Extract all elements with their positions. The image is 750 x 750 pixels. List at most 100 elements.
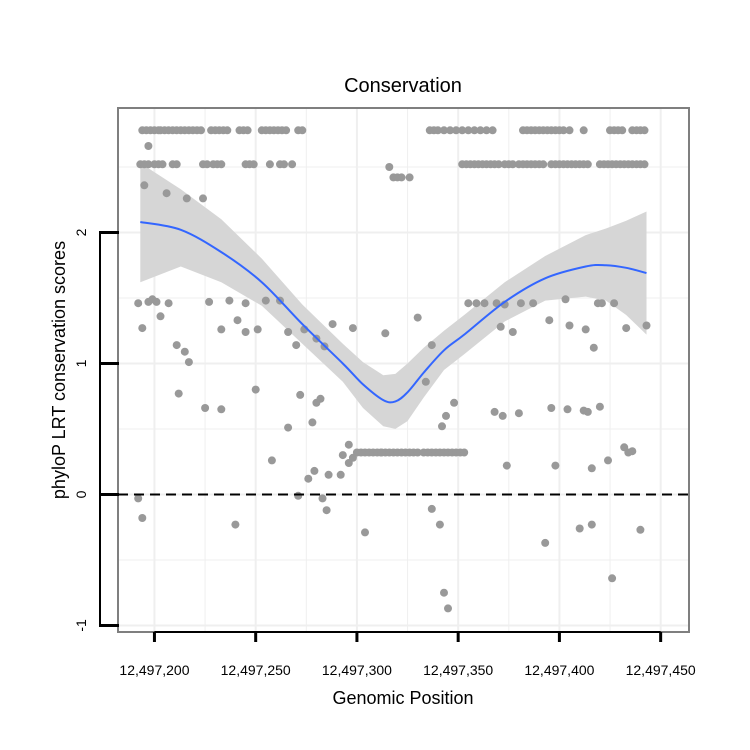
data-point xyxy=(561,295,570,304)
data-point xyxy=(284,423,293,432)
data-point xyxy=(610,299,619,308)
y-tick-label: 0 xyxy=(73,490,89,498)
data-point xyxy=(440,588,448,597)
data-point xyxy=(223,126,232,135)
data-point xyxy=(446,126,455,135)
x-tick-label: 12,497,400 xyxy=(524,662,594,678)
smooth-line xyxy=(140,221,647,404)
data-point xyxy=(182,194,191,203)
data-point xyxy=(217,160,226,169)
data-point xyxy=(622,324,631,333)
data-point xyxy=(397,173,406,182)
data-point xyxy=(618,126,627,135)
data-point xyxy=(134,494,143,503)
data-point xyxy=(253,325,262,334)
data-point xyxy=(464,299,473,308)
data-point xyxy=(421,377,430,386)
data-point xyxy=(292,341,301,350)
data-point xyxy=(199,194,207,203)
data-point xyxy=(318,494,327,503)
data-point xyxy=(541,538,550,547)
data-point xyxy=(241,299,250,308)
data-point xyxy=(551,461,560,470)
data-point xyxy=(361,528,369,537)
data-point xyxy=(267,456,276,465)
data-point xyxy=(140,181,149,190)
data-point xyxy=(464,126,473,135)
data-point xyxy=(251,385,260,394)
data-point xyxy=(559,126,568,135)
data-point xyxy=(296,390,305,399)
data-point xyxy=(450,398,459,407)
data-point xyxy=(156,312,165,321)
data-point xyxy=(482,126,491,135)
data-point xyxy=(324,470,333,479)
data-point xyxy=(348,324,357,333)
data-point xyxy=(595,402,604,411)
data-point xyxy=(344,440,353,449)
data-point xyxy=(589,343,598,352)
data-point xyxy=(608,574,617,583)
data-point xyxy=(316,394,325,403)
data-point xyxy=(452,126,461,135)
data-point xyxy=(539,160,548,169)
data-point xyxy=(249,160,258,169)
data-point xyxy=(636,525,645,534)
data-point xyxy=(579,126,588,135)
data-point xyxy=(144,142,153,150)
data-point xyxy=(413,448,422,457)
data-point xyxy=(288,160,297,169)
data-point xyxy=(174,389,183,398)
data-point xyxy=(480,299,489,308)
x-tick-label: 12,497,300 xyxy=(322,662,392,678)
data-point xyxy=(547,404,556,412)
data-point xyxy=(405,173,414,182)
data-point xyxy=(184,358,193,367)
data-point xyxy=(508,328,517,336)
data-point xyxy=(458,126,467,135)
data-point xyxy=(472,299,481,308)
data-point xyxy=(134,299,143,308)
data-point xyxy=(604,456,612,465)
data-point xyxy=(508,160,517,169)
data-point xyxy=(138,324,147,333)
data-point xyxy=(381,329,390,338)
data-point xyxy=(338,451,347,460)
data-point xyxy=(144,160,153,169)
data-point xyxy=(261,296,270,305)
data-point xyxy=(583,407,592,416)
data-point xyxy=(496,322,505,331)
chart-title: Conservation xyxy=(344,75,462,97)
data-point xyxy=(172,341,181,350)
data-point xyxy=(490,407,499,416)
data-point xyxy=(444,604,452,613)
data-point xyxy=(583,160,592,169)
data-point xyxy=(348,453,357,462)
data-point xyxy=(488,126,497,135)
data-point xyxy=(294,491,303,500)
data-point xyxy=(233,316,242,325)
data-point xyxy=(628,447,637,456)
data-point xyxy=(265,160,274,169)
x-tick-label: 12,497,200 xyxy=(119,662,189,678)
data-point xyxy=(563,405,572,414)
data-point xyxy=(225,296,234,305)
data-point xyxy=(587,464,596,473)
data-point xyxy=(158,160,167,169)
data-point xyxy=(494,160,503,169)
x-tick-label: 12,497,450 xyxy=(626,662,696,678)
data-point xyxy=(516,299,525,308)
data-point xyxy=(640,126,649,135)
data-point xyxy=(529,299,538,308)
data-point xyxy=(460,448,469,457)
data-point xyxy=(502,461,511,470)
data-point xyxy=(476,126,485,135)
data-point xyxy=(280,160,288,169)
confidence-band xyxy=(140,163,647,429)
data-point xyxy=(241,328,250,336)
data-point xyxy=(217,405,226,414)
data-point xyxy=(377,448,386,457)
data-point xyxy=(201,404,210,412)
data-point xyxy=(498,411,507,420)
smooth-layer xyxy=(140,163,647,429)
